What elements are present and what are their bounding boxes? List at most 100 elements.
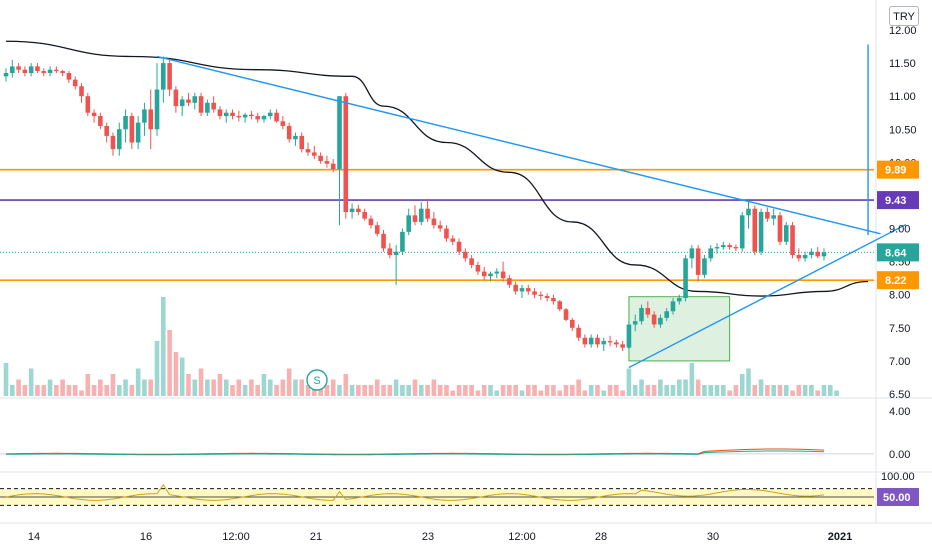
candle-body[interactable] xyxy=(400,231,405,252)
candle-body[interactable] xyxy=(104,125,109,136)
candle-body[interactable] xyxy=(161,63,166,90)
candle-body[interactable] xyxy=(601,341,607,345)
candle-body[interactable] xyxy=(821,252,827,257)
candle-body[interactable] xyxy=(727,245,732,248)
candle-body[interactable] xyxy=(116,129,122,150)
candle-body[interactable] xyxy=(658,317,663,325)
candle-body[interactable] xyxy=(179,99,185,107)
candle-body[interactable] xyxy=(425,208,430,219)
trendlines[interactable] xyxy=(156,44,907,369)
candle-body[interactable] xyxy=(318,155,323,162)
candle-body[interactable] xyxy=(154,89,160,130)
candle-body[interactable] xyxy=(463,251,468,259)
candle-body[interactable] xyxy=(343,96,349,212)
split-marker-circle[interactable] xyxy=(306,369,328,391)
candle-body[interactable] xyxy=(563,309,569,320)
split-marker[interactable]: S xyxy=(306,369,328,391)
candle-body[interactable] xyxy=(381,233,386,249)
ma-line[interactable] xyxy=(5,40,869,297)
candle-body[interactable] xyxy=(513,284,518,292)
candle-body[interactable] xyxy=(752,208,758,252)
candle-body[interactable] xyxy=(651,314,657,325)
candle-body[interactable] xyxy=(211,102,216,110)
candle-body[interactable] xyxy=(110,135,116,150)
candle-body[interactable] xyxy=(809,251,814,256)
candle-body[interactable] xyxy=(192,96,198,103)
candle-body[interactable] xyxy=(431,218,437,226)
candle-body[interactable] xyxy=(255,116,260,120)
candle-body[interactable] xyxy=(544,296,550,299)
candle-body[interactable] xyxy=(148,109,154,130)
candle-body[interactable] xyxy=(519,288,525,292)
candle-body[interactable] xyxy=(129,116,135,143)
candle-body[interactable] xyxy=(72,79,78,87)
candle-body[interactable] xyxy=(249,114,254,117)
candle-body[interactable] xyxy=(123,116,128,130)
candle-body[interactable] xyxy=(664,311,669,318)
rectangle-drawing[interactable] xyxy=(628,296,731,362)
candle-body[interactable] xyxy=(330,163,336,169)
candle-body[interactable] xyxy=(85,96,91,113)
candle-body[interactable] xyxy=(406,215,412,232)
candle-body[interactable] xyxy=(444,228,449,239)
candle-body[interactable] xyxy=(557,301,563,310)
candle-body[interactable] xyxy=(41,71,47,74)
currency-label[interactable]: TRY xyxy=(889,6,919,26)
candle-body[interactable] xyxy=(16,66,21,70)
candle-body[interactable] xyxy=(802,255,808,259)
candle-body[interactable] xyxy=(783,225,789,242)
candle-body[interactable] xyxy=(815,251,821,257)
trendline-1[interactable] xyxy=(628,223,907,369)
candle-body[interactable] xyxy=(280,121,286,126)
candle-body[interactable] xyxy=(721,245,726,248)
candle-body[interactable] xyxy=(173,89,179,107)
candle-body[interactable] xyxy=(626,324,632,348)
candle-body[interactable] xyxy=(746,208,751,216)
candle-body[interactable] xyxy=(230,112,235,117)
candle-body[interactable] xyxy=(437,225,443,229)
candle-body[interactable] xyxy=(708,248,714,259)
candle-body[interactable] xyxy=(223,112,229,117)
candle-body[interactable] xyxy=(9,66,15,74)
candle-body[interactable] xyxy=(588,337,594,345)
candle-body[interactable] xyxy=(676,298,682,302)
candle-body[interactable] xyxy=(714,247,720,249)
candle-body[interactable] xyxy=(393,251,399,256)
candle-body[interactable] xyxy=(576,327,581,338)
consolidation-box[interactable] xyxy=(628,296,731,362)
candle-body[interactable] xyxy=(507,278,512,285)
candle-body[interactable] xyxy=(242,114,248,118)
candle-body[interactable] xyxy=(500,271,506,279)
candle-body[interactable] xyxy=(790,225,795,256)
candle-body[interactable] xyxy=(198,96,204,113)
candle-body[interactable] xyxy=(368,218,374,226)
candle-body[interactable] xyxy=(337,96,342,169)
candle-body[interactable] xyxy=(22,69,28,74)
candle-body[interactable] xyxy=(412,215,418,222)
candle-body[interactable] xyxy=(356,208,361,212)
candle-body[interactable] xyxy=(532,291,537,295)
time-axis[interactable]: 14 16 12:00 21 23 12:00 28 30 2021 xyxy=(28,531,852,543)
candle-body[interactable] xyxy=(418,208,424,222)
candles[interactable] xyxy=(3,56,827,351)
candle-body[interactable] xyxy=(456,241,462,252)
candle-body[interactable] xyxy=(312,152,317,156)
candle-body[interactable] xyxy=(639,307,644,322)
candle-body[interactable] xyxy=(702,258,707,275)
candle-body[interactable] xyxy=(387,248,393,256)
candle-body[interactable] xyxy=(670,301,676,312)
candle-body[interactable] xyxy=(324,161,330,164)
candle-body[interactable] xyxy=(60,71,65,74)
candle-body[interactable] xyxy=(349,208,355,212)
candle-body[interactable] xyxy=(771,215,776,219)
candle-body[interactable] xyxy=(551,298,556,302)
candle-body[interactable] xyxy=(620,344,625,348)
candle-body[interactable] xyxy=(98,116,103,126)
candle-body[interactable] xyxy=(142,109,147,123)
candle-body[interactable] xyxy=(494,271,500,274)
candle-body[interactable] xyxy=(135,122,141,143)
candle-body[interactable] xyxy=(305,149,311,153)
candle-body[interactable] xyxy=(299,135,305,150)
candle-body[interactable] xyxy=(66,73,72,80)
